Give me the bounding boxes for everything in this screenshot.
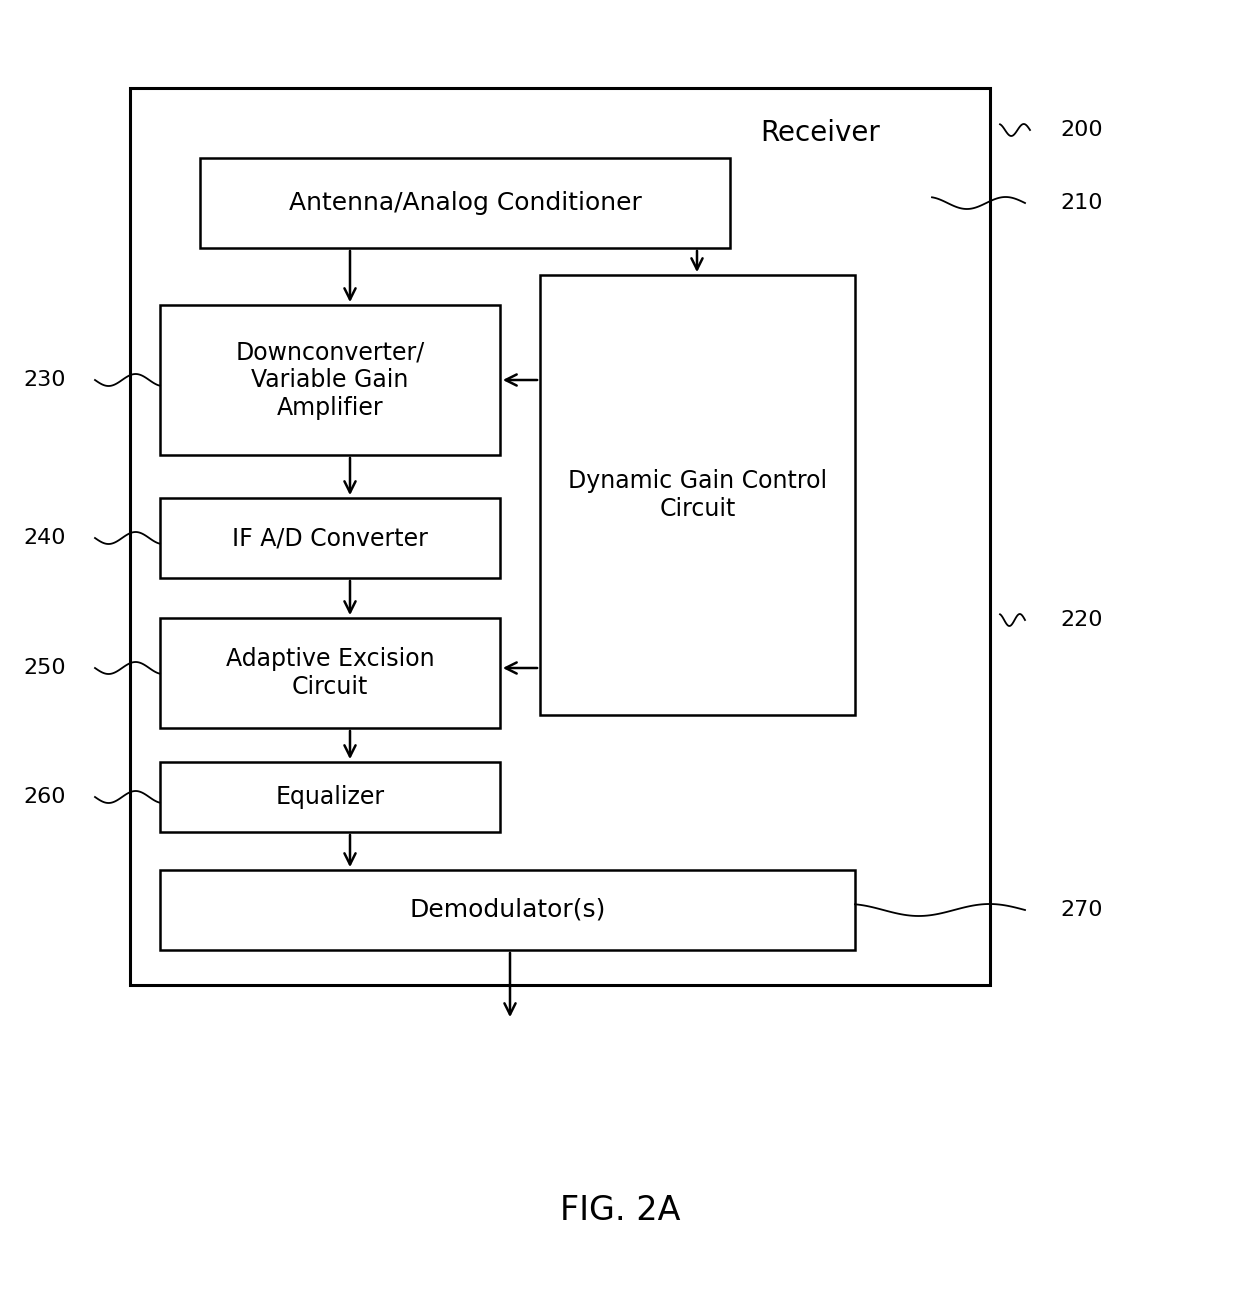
Text: FIG. 2A: FIG. 2A [559, 1193, 681, 1227]
Text: 200: 200 [1060, 120, 1102, 140]
Text: IF A/D Converter: IF A/D Converter [232, 526, 428, 550]
Text: 230: 230 [24, 370, 66, 390]
Bar [130, 87, 990, 985]
Bar [539, 275, 856, 715]
Bar [160, 762, 500, 832]
Text: 250: 250 [24, 659, 66, 678]
Text: Equalizer: Equalizer [275, 785, 384, 808]
Text: Demodulator(s): Demodulator(s) [409, 898, 605, 922]
Text: 220: 220 [1060, 610, 1102, 630]
Text: Dynamic Gain Control
Circuit: Dynamic Gain Control Circuit [568, 469, 827, 520]
Text: 210: 210 [1060, 193, 1102, 213]
Text: Downconverter/
Variable Gain
Amplifier: Downconverter/ Variable Gain Amplifier [236, 340, 424, 420]
Bar [160, 498, 500, 578]
Bar [200, 158, 730, 248]
Text: Adaptive Excision
Circuit: Adaptive Excision Circuit [226, 647, 434, 699]
Text: Antenna/Analog Conditioner: Antenna/Analog Conditioner [289, 190, 641, 215]
Text: Receiver: Receiver [760, 119, 880, 147]
Text: 270: 270 [1060, 900, 1102, 921]
Bar [160, 618, 500, 728]
Bar [160, 870, 856, 951]
Text: 240: 240 [24, 528, 66, 548]
Bar [160, 305, 500, 455]
Text: 260: 260 [24, 788, 66, 807]
